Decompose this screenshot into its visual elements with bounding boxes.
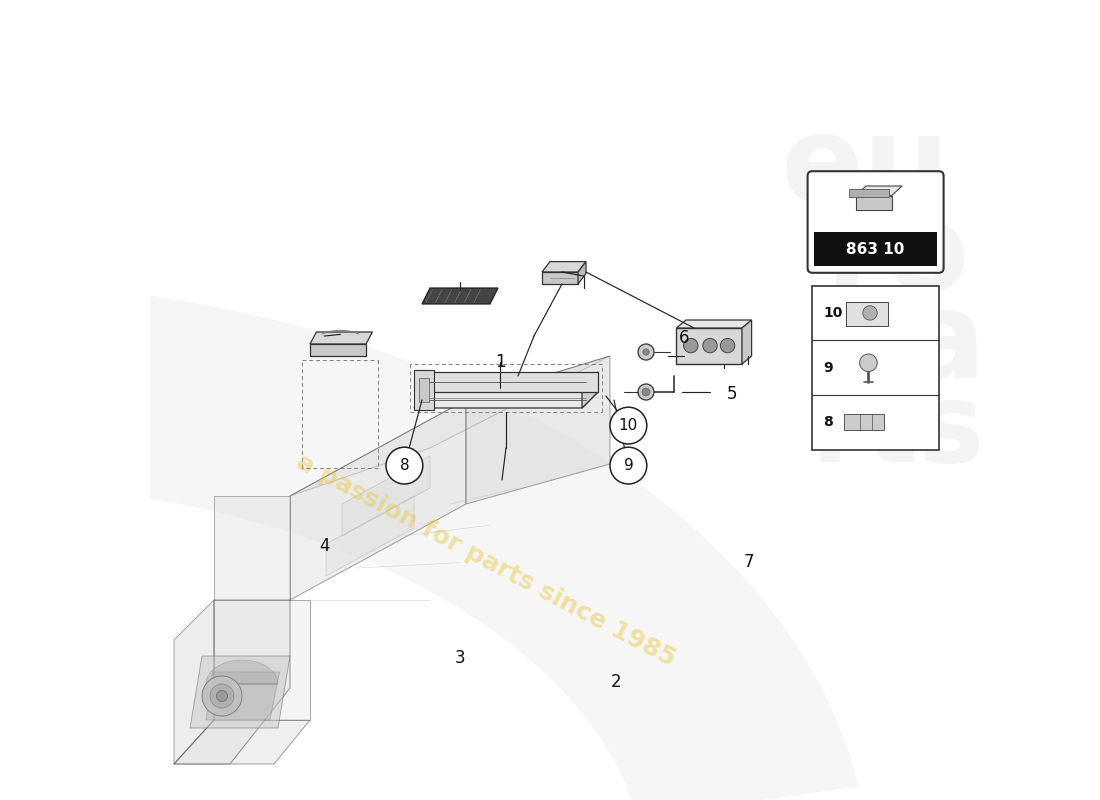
Text: 10: 10 [619,418,638,433]
Text: 5: 5 [727,385,738,402]
Polygon shape [174,720,310,764]
Circle shape [386,447,422,484]
Polygon shape [326,496,414,576]
Text: eu: eu [781,110,950,226]
Polygon shape [290,400,466,600]
Text: pa: pa [817,286,987,402]
Circle shape [862,306,877,320]
Polygon shape [845,414,884,430]
Polygon shape [466,356,610,504]
Polygon shape [414,392,598,408]
Polygon shape [214,600,310,720]
Polygon shape [422,288,498,304]
Text: 1: 1 [495,353,506,370]
Polygon shape [856,186,902,195]
Circle shape [217,690,228,702]
Text: 10: 10 [824,306,843,320]
Circle shape [638,384,654,400]
Text: 6: 6 [679,329,690,346]
Circle shape [720,338,735,353]
Polygon shape [0,282,859,800]
Polygon shape [582,372,598,408]
Text: rts: rts [811,378,986,486]
Polygon shape [542,262,586,272]
Polygon shape [310,332,373,344]
Polygon shape [414,370,435,410]
Polygon shape [290,356,610,496]
Polygon shape [430,372,598,392]
Polygon shape [214,496,290,600]
Polygon shape [676,328,742,364]
Polygon shape [190,656,290,728]
Polygon shape [310,344,366,356]
Circle shape [642,388,650,396]
Polygon shape [856,195,892,210]
Circle shape [610,447,647,484]
Polygon shape [742,320,751,364]
Circle shape [642,349,649,355]
Text: 863 10: 863 10 [846,242,905,257]
Circle shape [210,684,234,708]
Text: 9: 9 [624,458,634,473]
Polygon shape [849,189,889,197]
Bar [846,302,888,326]
Polygon shape [542,272,578,284]
Text: a passion for parts since 1985: a passion for parts since 1985 [293,450,680,670]
Circle shape [683,338,698,353]
Polygon shape [578,262,586,284]
Text: 8: 8 [399,458,409,473]
Circle shape [610,407,647,444]
Text: 8: 8 [824,415,834,430]
Polygon shape [174,600,214,764]
Circle shape [703,338,717,353]
Text: ro: ro [826,198,970,314]
Circle shape [859,354,877,371]
Circle shape [638,344,654,360]
Bar [813,286,938,450]
Polygon shape [676,320,751,328]
Polygon shape [174,600,290,764]
Polygon shape [342,456,430,536]
Text: 2: 2 [610,673,620,690]
Polygon shape [206,660,278,684]
FancyBboxPatch shape [807,171,944,273]
Text: 3: 3 [455,649,465,666]
Bar [814,233,937,266]
Text: 9: 9 [824,361,833,374]
Polygon shape [206,672,279,720]
Text: 4: 4 [319,537,330,554]
Polygon shape [419,378,429,402]
Text: 7: 7 [744,553,754,570]
Circle shape [202,676,242,716]
